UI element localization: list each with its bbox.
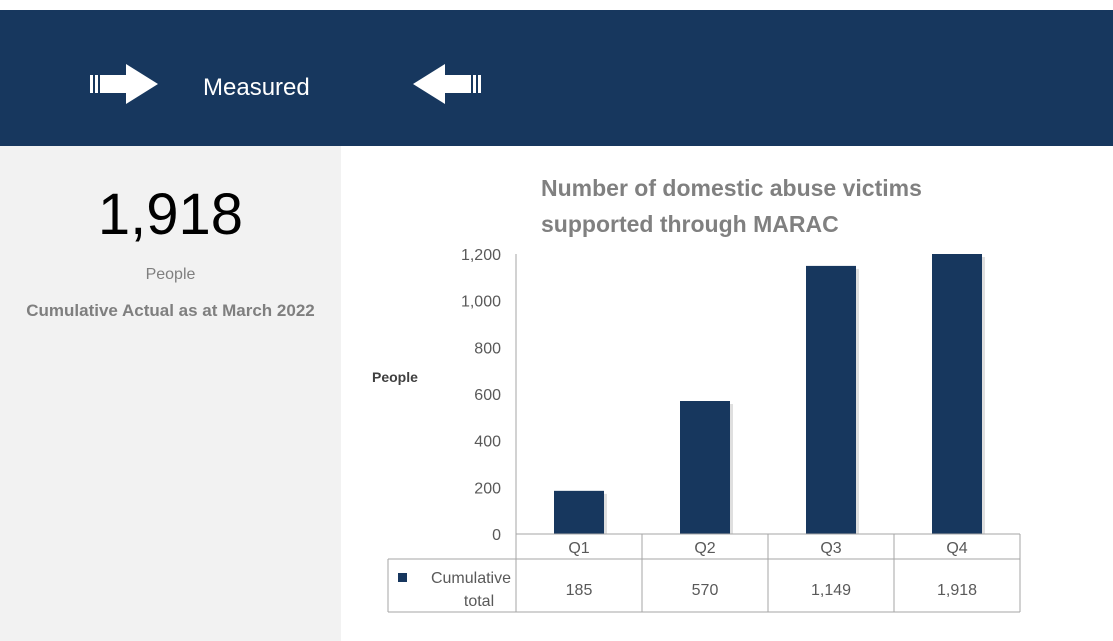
bar-q1 (554, 490, 604, 534)
chart-title-line-1: Number of domestic abuse victims (541, 175, 922, 201)
y-tick-label: 400 (474, 434, 501, 451)
y-tick-label: 200 (474, 480, 501, 497)
data-table-value: 1,149 (811, 582, 851, 599)
bar-chart: Number of domestic abuse victims support… (372, 175, 1021, 613)
chart-title-line-2: supported through MARAC (541, 211, 839, 237)
y-tick-label: 600 (474, 387, 501, 404)
data-table-value: 570 (692, 582, 719, 599)
y-tick-label: 0 (492, 527, 501, 544)
arrow-left-icon (413, 64, 481, 104)
y-tick-label: 800 (474, 340, 501, 357)
header-bar: Measured (0, 10, 1113, 148)
arrow-right-icon (90, 64, 158, 104)
x-tick-label: Q2 (694, 540, 715, 557)
y-tick-label: 1,000 (461, 294, 501, 311)
kpi-caption: Cumulative Actual as at March 2022 (26, 301, 315, 320)
bar-q4 (932, 254, 982, 534)
x-tick-label: Q4 (946, 540, 967, 557)
kpi-value: 1,918 (97, 182, 244, 247)
y-tick-label: 1,200 (461, 247, 501, 264)
kpi-panel (0, 146, 341, 641)
bar-q2 (680, 401, 730, 534)
header-title: Measured (203, 74, 310, 101)
bar-q3 (806, 265, 856, 534)
bars (554, 254, 985, 534)
data-table: Q1 Q2 Q3 Q4 185 570 1,149 1,918 Cumulative total (387, 533, 1021, 613)
legend-swatch (398, 573, 407, 582)
kpi-unit: People (145, 266, 196, 283)
y-axis-label: People (372, 369, 418, 385)
x-tick-label: Q1 (568, 540, 589, 557)
y-axis-ticks: 0 200 400 600 800 1,000 1,200 (461, 247, 517, 544)
data-table-value: 1,918 (937, 582, 977, 599)
x-tick-label: Q3 (820, 540, 841, 557)
series-label-line-2: total (464, 593, 494, 610)
series-label-line-1: Cumulative (431, 570, 511, 587)
data-table-value: 185 (566, 582, 593, 599)
